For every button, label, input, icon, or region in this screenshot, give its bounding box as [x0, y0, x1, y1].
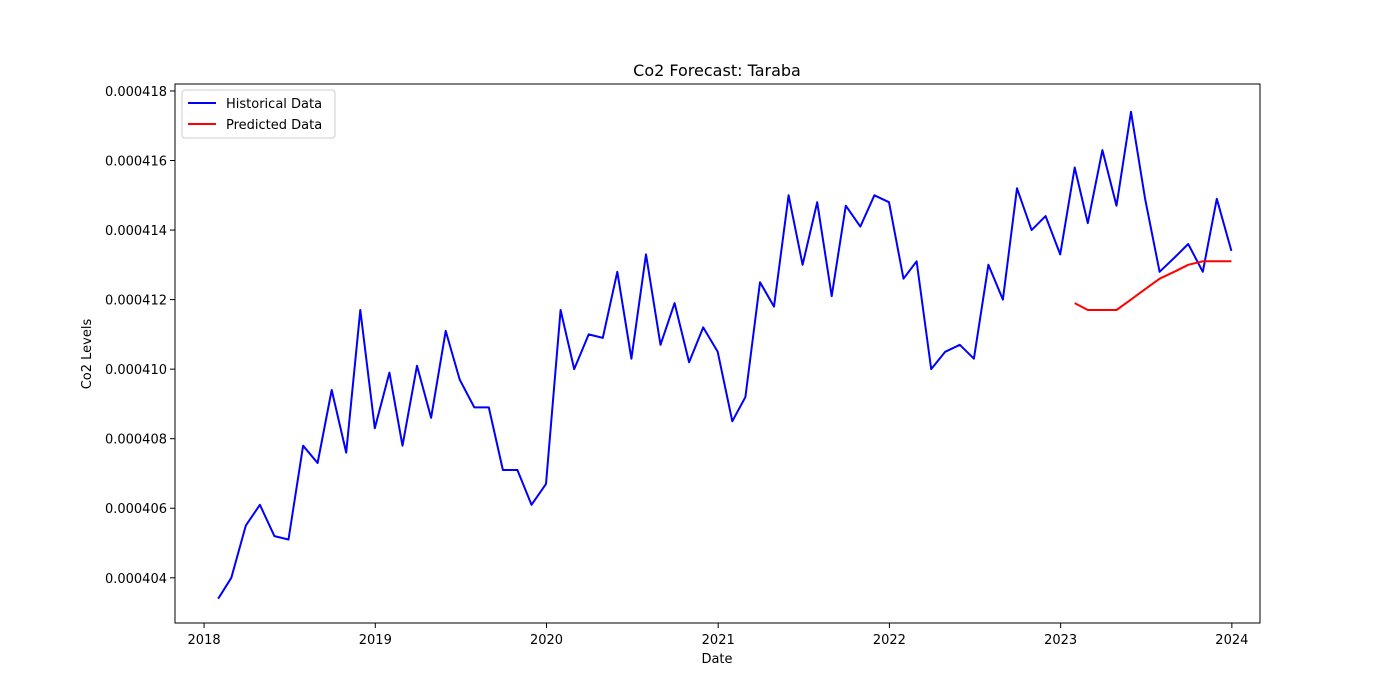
- legend-historical-label: Historical Data: [226, 97, 322, 112]
- y-axis: 0.000404 0.000406 0.000408 0.000410 0.000412…: [105, 85, 175, 587]
- x-tick-label: 2023: [1044, 633, 1077, 648]
- x-tick-label: 2020: [530, 633, 563, 648]
- y-tick-label: 0.000412: [105, 294, 167, 309]
- legend-predicted-label: Predicted Data: [226, 118, 322, 133]
- x-tick-label: 2024: [1215, 633, 1248, 648]
- y-tick-label: 0.000408: [105, 433, 167, 448]
- chart-title: Co2 Forecast: Taraba: [633, 61, 801, 80]
- x-tick-label: 2022: [873, 633, 906, 648]
- y-tick-label: 0.000416: [105, 155, 167, 170]
- y-tick-label: 0.000406: [105, 502, 167, 517]
- series-line-0: [217, 110, 1233, 600]
- y-tick-label: 0.000418: [105, 85, 167, 100]
- x-tick-label: 2019: [359, 633, 392, 648]
- y-tick-label: 0.000414: [105, 224, 167, 239]
- x-tick-label: 2018: [188, 633, 221, 648]
- x-axis: 2018 2019 2020 2021 2022 2023 2024: [188, 623, 1248, 648]
- x-tick-label: 2021: [702, 633, 735, 648]
- y-tick-label: 0.000410: [105, 363, 167, 378]
- series-line-1: [1074, 260, 1232, 311]
- x-axis-title: Date: [701, 652, 732, 667]
- plot-frame: [174, 83, 1261, 624]
- y-tick-label: 0.000404: [105, 572, 167, 587]
- legend: Historical Data Predicted Data: [181, 89, 336, 139]
- series-layer: [217, 110, 1233, 600]
- legend-box: [181, 89, 336, 139]
- y-axis-title: Co2 Levels: [80, 319, 95, 390]
